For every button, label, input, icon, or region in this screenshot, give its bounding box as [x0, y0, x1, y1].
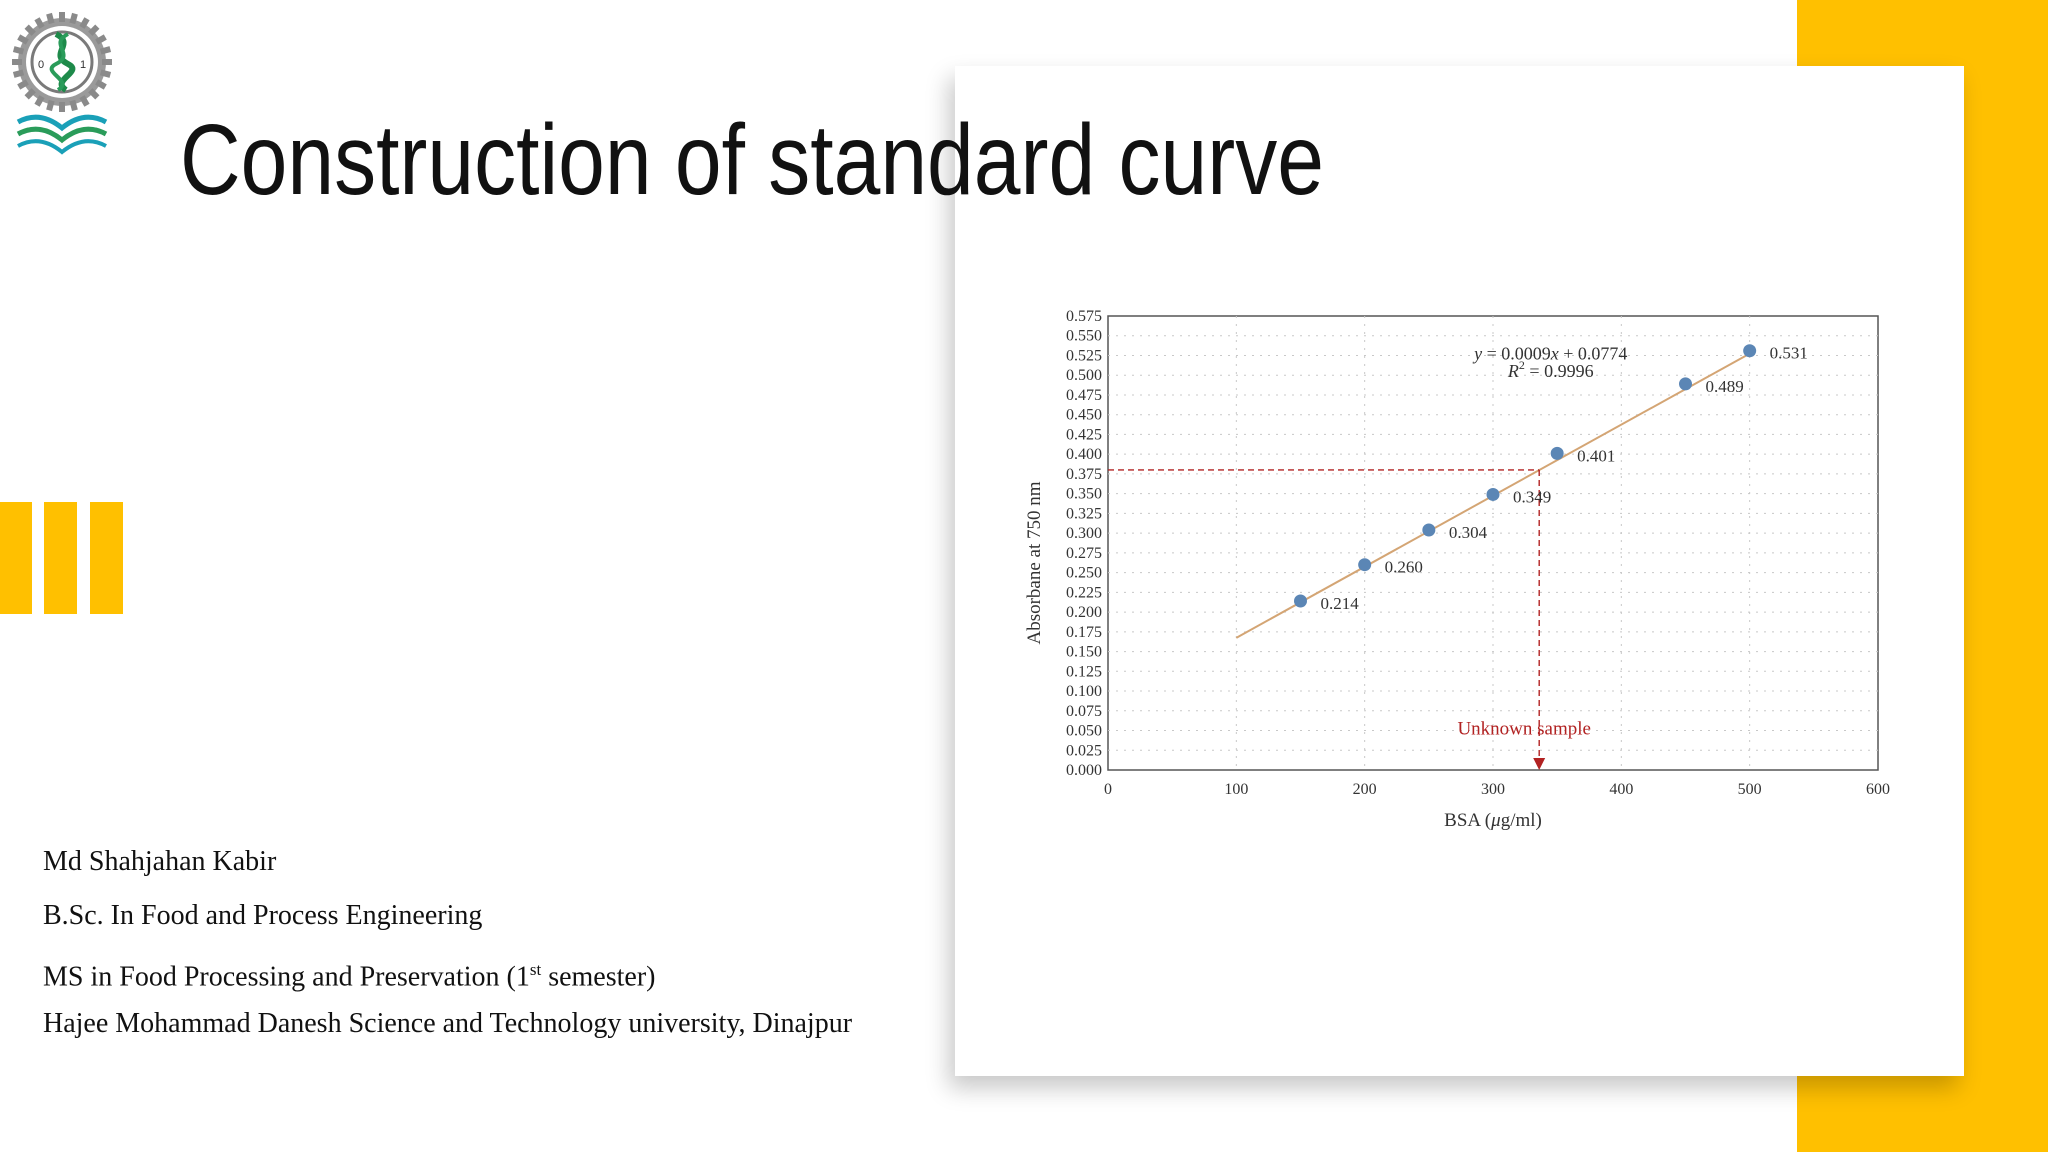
y-tick-label: 0.375	[1066, 466, 1102, 483]
y-tick-label: 0.425	[1066, 426, 1102, 443]
data-point-label: 0.214	[1321, 594, 1360, 613]
gear-tooth-icon	[102, 59, 112, 65]
gear-tooth-icon	[12, 46, 25, 55]
gear-tooth-icon	[17, 34, 29, 45]
program-superscript: st	[529, 960, 542, 979]
y-tick-label: 0.125	[1066, 663, 1102, 680]
gear-tooth-icon	[88, 88, 100, 100]
y-tick-label: 0.450	[1066, 407, 1102, 424]
author-name: Md Shahjahan Kabir	[43, 846, 277, 877]
gear-tooth-icon	[69, 12, 78, 25]
y-tick-label: 0.500	[1066, 367, 1102, 384]
university-logo-icon: 0 1	[12, 12, 112, 155]
x-tick-label: 300	[1481, 781, 1505, 798]
program-suffix: semester)	[541, 961, 656, 993]
author-degree: B.Sc. In Food and Process Engineering	[43, 900, 483, 931]
gear-tooth-icon	[59, 12, 65, 22]
r-squared-value: R2 = 0.9996	[1507, 358, 1594, 381]
y-tick-label: 0.275	[1066, 545, 1102, 562]
x-tick-label: 0	[1104, 781, 1112, 798]
gear-tooth-icon	[95, 34, 107, 45]
gear-tooth-icon	[99, 46, 112, 55]
y-tick-label: 0.475	[1066, 387, 1102, 404]
data-point-label: 0.489	[1706, 377, 1744, 396]
author-program: MS in Food Processing and Preservation (…	[43, 946, 852, 1000]
logo-mark-1: 1	[80, 59, 86, 71]
y-tick-label: 0.100	[1066, 683, 1102, 700]
y-tick-label: 0.550	[1066, 328, 1102, 345]
data-point-label: 0.401	[1577, 446, 1615, 465]
y-tick-label: 0.175	[1066, 624, 1102, 641]
x-tick-label: 400	[1609, 781, 1633, 798]
gear-tooth-icon	[24, 88, 36, 100]
accent-bar-2	[44, 502, 77, 614]
slide-title: Construction of standard curve	[180, 104, 1324, 216]
gear-tooth-icon	[88, 24, 100, 36]
x-tick-label: 100	[1224, 781, 1248, 798]
data-point	[1422, 523, 1436, 537]
data-point	[1294, 594, 1307, 608]
x-tick-label: 600	[1866, 781, 1890, 798]
data-point-label: 0.260	[1385, 558, 1423, 577]
gear-tooth-icon	[79, 17, 90, 29]
gear-tooth-icon	[34, 17, 45, 29]
author-university: Hajee Mohammad Danesh Science and Techno…	[43, 1008, 853, 1039]
y-tick-label: 0.000	[1066, 762, 1102, 779]
data-point	[1743, 344, 1757, 358]
y-tick-label: 0.325	[1066, 505, 1102, 522]
y-tick-label: 0.525	[1066, 347, 1102, 364]
y-axis-label: Absorbane at 750 nm	[1024, 481, 1045, 644]
y-tick-label: 0.075	[1066, 703, 1102, 720]
y-tick-label: 0.350	[1066, 486, 1102, 503]
x-tick-label: 500	[1738, 781, 1762, 798]
y-tick-labels: 0.000 0.025 0.050 0.075 0.100 0.125 0.150 0.175…	[1066, 308, 1102, 779]
gear-tooth-icon	[12, 59, 22, 65]
y-tick-label: 0.575	[1066, 308, 1102, 325]
chart-grid	[1108, 316, 1878, 770]
y-tick-label: 0.400	[1066, 446, 1102, 463]
logo-mark-0: 0	[38, 59, 44, 71]
data-point	[1679, 377, 1692, 391]
x-axis-label: BSA (μg/ml)	[1444, 810, 1542, 831]
gear-tooth-icon	[46, 12, 55, 25]
y-tick-label: 0.150	[1066, 644, 1102, 661]
data-points	[1294, 344, 1757, 608]
chart-card	[955, 66, 1964, 1076]
y-tick-label: 0.025	[1066, 742, 1102, 759]
gear-tooth-icon	[79, 95, 90, 107]
gear-tooth-icon	[24, 24, 36, 36]
data-point	[1486, 487, 1500, 501]
data-point-label: 0.304	[1449, 523, 1488, 542]
y-tick-label: 0.200	[1066, 604, 1102, 621]
gear-tooth-icon	[34, 95, 45, 107]
gear-tooth-icon	[95, 79, 107, 90]
data-point-label: 0.531	[1770, 344, 1808, 363]
x-tick-labels: 0 100 200 300 400 500 600	[1104, 781, 1890, 798]
data-point	[1550, 446, 1564, 460]
program-text: MS in Food Processing and Preservation (…	[43, 961, 530, 993]
author-block: Md Shahjahan Kabir B.Sc. In Food and Pro…	[43, 838, 852, 1054]
unknown-sample-label: Unknown sample	[1457, 718, 1591, 739]
y-tick-label: 0.050	[1066, 723, 1102, 740]
x-tick-label: 200	[1353, 781, 1377, 798]
accent-bar-1	[0, 502, 32, 614]
gear-tooth-icon	[69, 99, 78, 112]
y-tick-label: 0.225	[1066, 584, 1102, 601]
data-point	[1358, 558, 1372, 572]
y-tick-label: 0.300	[1066, 525, 1102, 542]
data-point-label: 0.349	[1513, 487, 1551, 506]
gear-tooth-icon	[46, 99, 55, 112]
regression-equation: y = 0.0009x + 0.0774	[1472, 343, 1627, 363]
gear-tooth-icon	[59, 102, 65, 112]
accent-bar-3	[90, 502, 123, 614]
data-point-labels: 0.214 0.260 0.304 0.349 0.401 0.489 0.531	[1321, 344, 1808, 613]
unknown-sample-arrow-icon	[1533, 758, 1546, 770]
gear-tooth-icon	[12, 69, 25, 78]
gear-tooth-icon	[99, 69, 112, 78]
y-tick-label: 0.250	[1066, 565, 1102, 582]
standard-curve-chart: 0.000 0.025 0.050 0.075 0.100 0.125 0.150 0.175…	[1024, 308, 1890, 831]
gear-tooth-icon	[17, 79, 29, 90]
